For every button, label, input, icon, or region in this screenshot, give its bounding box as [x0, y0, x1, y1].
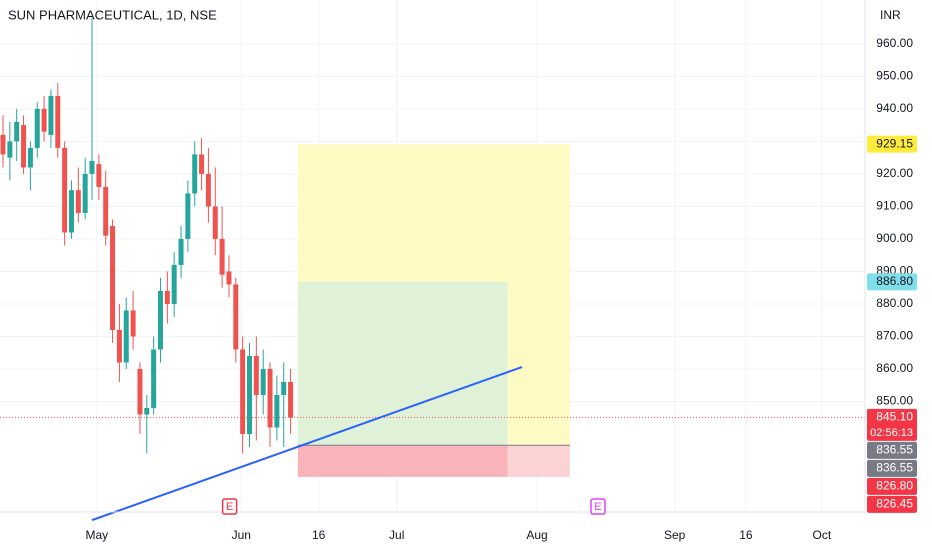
candle-body	[48, 95, 54, 135]
candle-body	[130, 310, 136, 337]
y-tick-label: 940.00	[876, 101, 913, 115]
trend-line	[91, 366, 523, 522]
candle-body	[267, 368, 273, 428]
x-tick-label: Aug	[526, 528, 547, 542]
candle-body	[212, 206, 218, 239]
candle-body	[219, 238, 225, 275]
candle-body	[151, 349, 157, 408]
candle-body	[205, 173, 211, 207]
price-label-text: 886.80	[876, 274, 913, 288]
price-label	[867, 408, 917, 441]
price-label	[867, 135, 917, 153]
candle-body	[68, 190, 74, 233]
candle-body	[199, 154, 205, 174]
candle-body	[137, 368, 143, 415]
chart-title: SUN PHARMACEUTICAL, 1D, NSE	[8, 7, 217, 22]
y-tick-label: 880.00	[876, 296, 913, 310]
candle-body	[192, 154, 198, 194]
countdown: 02:56:13	[870, 427, 913, 439]
candle-body	[7, 141, 13, 158]
x-tick-label: 16	[739, 528, 753, 542]
y-tick-label: 960.00	[876, 36, 913, 50]
candle-body	[103, 186, 109, 236]
candle-body	[110, 225, 116, 330]
candle-body	[240, 349, 246, 434]
candle-body	[144, 407, 150, 415]
candle-body	[82, 173, 88, 213]
price-label-text: 845.10	[876, 410, 913, 424]
candle-body	[55, 95, 61, 148]
candle-body	[0, 134, 6, 155]
candle-body	[233, 284, 239, 350]
candle-body	[157, 290, 163, 350]
candle-body	[21, 125, 27, 168]
x-tick-label: Sep	[664, 528, 686, 542]
candle-body	[288, 381, 294, 418]
price-label	[867, 441, 917, 459]
candle-body	[96, 164, 102, 187]
currency: INR	[880, 8, 901, 22]
price-label	[867, 495, 917, 513]
price-label-text: 929.15	[876, 136, 913, 150]
candle-body	[246, 355, 252, 434]
price-label	[867, 459, 917, 477]
candle-body	[62, 147, 68, 233]
candle-body	[178, 238, 184, 265]
price-label-text: 826.80	[876, 479, 913, 493]
candle-body	[164, 290, 170, 304]
candle-body	[89, 160, 95, 174]
y-tick-label: 900.00	[876, 231, 913, 245]
y-tick-label: 950.00	[876, 69, 913, 83]
candle-body	[27, 147, 33, 168]
x-tick-label: May	[85, 528, 108, 542]
candle-body	[253, 355, 259, 395]
price-label	[867, 273, 917, 291]
candle-body	[226, 271, 232, 285]
candle-body	[274, 394, 280, 428]
candle-body	[123, 310, 129, 363]
candle-body	[34, 108, 40, 148]
x-tick-label: Oct	[813, 528, 832, 542]
event-marker	[590, 498, 606, 515]
price-label	[867, 477, 917, 495]
y-tick-label: 920.00	[876, 166, 913, 180]
candle-body	[185, 193, 191, 239]
event-label: E	[594, 501, 601, 513]
position-zone	[507, 445, 570, 477]
candle-body	[171, 264, 177, 304]
y-tick-label: 850.00	[876, 394, 913, 408]
price-label-text: 836.55	[876, 461, 913, 475]
candle-body	[14, 121, 20, 142]
y-tick-label: 910.00	[876, 199, 913, 213]
candle-body	[260, 368, 266, 395]
event-label: E	[226, 501, 233, 513]
candle-body	[75, 190, 81, 213]
candle-body	[41, 108, 47, 132]
event-marker	[221, 498, 238, 515]
price-label-text: 826.45	[876, 497, 913, 511]
x-tick-label: 16	[312, 528, 326, 542]
price-label-text: 836.55	[876, 443, 913, 457]
x-tick-label: Jul	[389, 528, 404, 542]
candle-body	[281, 381, 287, 395]
x-tick-label: Jun	[232, 528, 251, 542]
position-zone	[297, 281, 508, 446]
position-zone	[297, 445, 508, 477]
candle-body	[116, 329, 122, 363]
y-tick-label: 860.00	[876, 361, 913, 375]
y-tick-label: 870.00	[876, 329, 913, 343]
